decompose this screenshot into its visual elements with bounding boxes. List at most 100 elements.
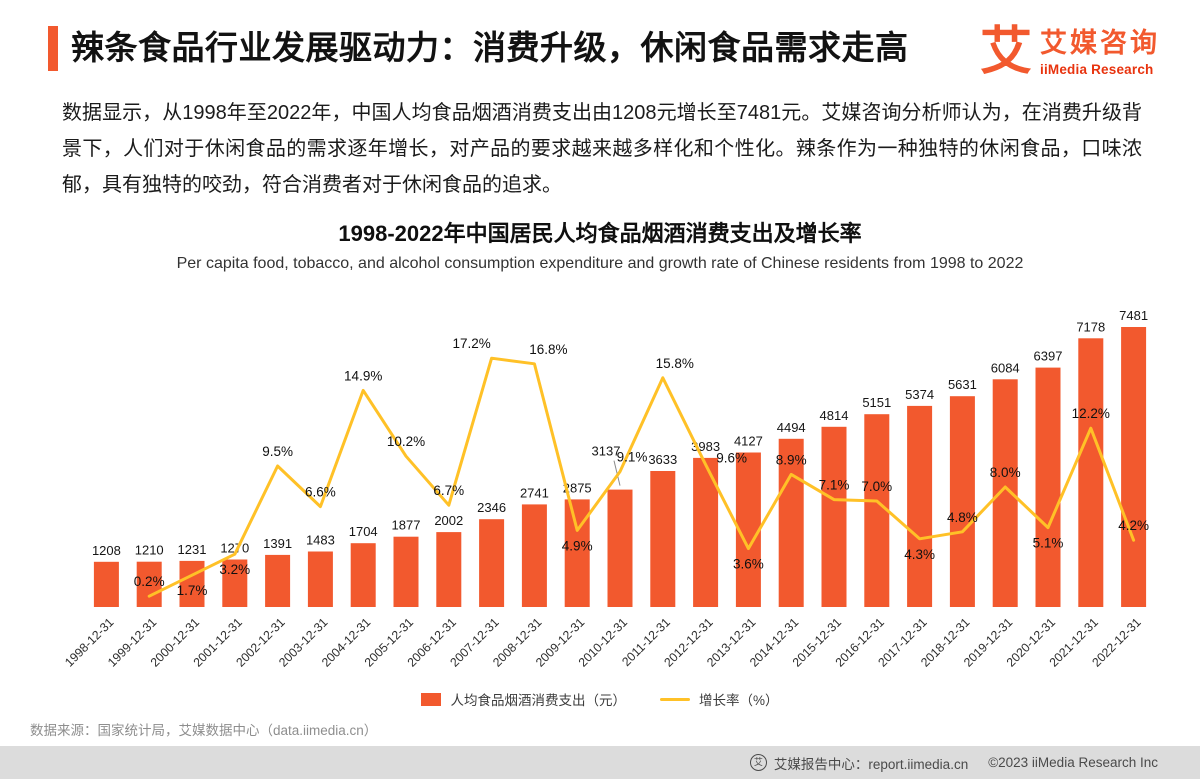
growth-value-label: 7.0%	[861, 479, 892, 494]
growth-value-label: 8.9%	[776, 453, 807, 468]
iimedia-badge-icon: 艾	[749, 754, 767, 771]
expenditure-bar	[992, 379, 1018, 608]
expenditure-bar	[93, 562, 119, 608]
bar-value-label: 4127	[734, 434, 763, 449]
bar-value-label: 4494	[777, 420, 806, 435]
growth-value-label: 14.9%	[344, 369, 382, 384]
growth-value-label: 3.6%	[733, 557, 764, 572]
growth-value-label: 4.8%	[947, 510, 978, 525]
expenditure-bar	[1121, 327, 1147, 608]
chart-legend: 人均食品烟酒消费支出（元） 增长率（%）	[0, 689, 1200, 709]
expenditure-bar	[607, 489, 633, 608]
growth-value-label: 7.1%	[819, 478, 850, 493]
expenditure-bar	[307, 551, 333, 608]
page-title: 辣条食品行业发展驱动力：消费升级，休闲食品需求走高	[71, 29, 909, 66]
bar-value-label: 1391	[263, 536, 292, 551]
growth-value-label: 12.2%	[1072, 407, 1110, 422]
expenditure-bar	[479, 519, 505, 608]
bar-value-label: 2002	[434, 513, 463, 528]
bar-value-label: 7481	[1119, 308, 1148, 323]
bar-value-label: 6397	[1034, 349, 1063, 364]
expenditure-bar	[521, 504, 547, 608]
bar-value-label: 1231	[178, 542, 207, 557]
bar-legend-swatch	[421, 692, 442, 706]
intro-paragraph: 数据显示，从1998年至2022年，中国人均食品烟酒消费支出由1208元增长至7…	[62, 102, 1142, 197]
growth-value-label: 3.2%	[219, 563, 250, 578]
growth-value-label: 9.5%	[262, 444, 293, 459]
expenditure-bar	[949, 396, 975, 608]
bar-value-label: 3633	[648, 452, 677, 467]
legend-item-growth: 增长率（%）	[659, 689, 779, 709]
line-legend-swatch	[659, 697, 690, 701]
chart-title: 1998-2022年中国居民人均食品烟酒消费支出及增长率	[338, 221, 862, 247]
expenditure-bar	[1078, 338, 1104, 608]
expenditure-bar	[179, 561, 205, 608]
expenditure-bar	[864, 414, 890, 608]
bar-value-label: 1270	[220, 541, 249, 556]
bar-value-label: 5151	[862, 396, 891, 411]
source-note: 数据来源：国家统计局，艾媒数据中心（data.iimedia.cn）	[30, 723, 378, 739]
legend-item-expenditure: 人均食品烟酒消费支出（元）	[421, 689, 626, 709]
logo-name-cn: 艾媒咨询	[1040, 27, 1160, 58]
growth-value-label: 9.1%	[617, 450, 648, 465]
bar-value-label: 1208	[92, 543, 121, 558]
growth-value-label: 6.6%	[305, 485, 336, 500]
expenditure-bar	[350, 543, 376, 608]
growth-value-label: 8.0%	[990, 465, 1021, 480]
copyright-text: ©2023 iiMedia Research Inc	[988, 755, 1158, 770]
expenditure-bar	[393, 537, 419, 608]
bar-value-label: 1483	[306, 533, 335, 548]
growth-value-label: 4.3%	[904, 547, 935, 562]
bar-value-label: 4814	[820, 408, 849, 423]
expenditure-bar	[436, 532, 462, 608]
growth-value-label: 4.2%	[1118, 519, 1149, 534]
bar-value-label: 5631	[948, 378, 977, 393]
chart-subtitle: Per capita food, tobacco, and alcohol co…	[176, 255, 1024, 273]
expenditure-bar	[265, 555, 291, 608]
growth-value-label: 6.7%	[433, 484, 464, 499]
growth-value-label: 1.7%	[177, 584, 208, 599]
bar-value-label: 2346	[477, 501, 506, 516]
iimedia-logo-icon: 艾	[979, 23, 1032, 81]
footer-report-center: 艾 艾媒报告中心：report.iimedia.cn	[749, 753, 969, 773]
footer-bar: 艾 艾媒报告中心：report.iimedia.cn ©2023 iiMedia…	[0, 746, 1200, 779]
bar-legend-label: 人均食品烟酒消费支出（元）	[450, 693, 626, 709]
expenditure-bar	[778, 439, 804, 608]
growth-rate-line	[147, 357, 1136, 599]
title-accent-bar	[48, 26, 58, 71]
expenditure-bar	[222, 559, 248, 608]
bar-value-label: 5374	[905, 387, 934, 402]
chart-section: 1998-2022年中国居民人均食品烟酒消费支出及增长率 Per capita …	[0, 219, 1200, 709]
bar-value-label: 1210	[135, 543, 164, 558]
report-center-text: 艾媒报告中心：report.iimedia.cn	[773, 756, 969, 772]
header: 辣条食品行业发展驱动力：消费升级，休闲食品需求走高 艾 艾媒咨询 iiMedia…	[0, 0, 1200, 81]
expenditure-bar	[650, 471, 676, 608]
growth-value-label: 9.6%	[716, 451, 747, 466]
combo-chart-svg: 12081998-12-3112101999-12-3112312000-12-…	[62, 308, 1149, 670]
growth-value-label: 15.8%	[656, 356, 694, 371]
growth-value-label: 10.2%	[387, 435, 425, 450]
expenditure-bar	[136, 562, 162, 608]
expenditure-bar	[907, 406, 933, 608]
growth-value-label: 16.8%	[529, 342, 567, 357]
bar-value-label: 1877	[392, 518, 421, 533]
bar-value-label: 1704	[349, 525, 378, 540]
line-legend-label: 增长率（%）	[698, 693, 779, 709]
growth-value-label: 4.9%	[562, 539, 593, 554]
growth-value-label: 17.2%	[452, 337, 490, 352]
growth-value-label: 5.1%	[1033, 536, 1064, 551]
expenditure-bar	[1035, 367, 1061, 608]
title-block: 辣条食品行业发展驱动力：消费升级，休闲食品需求走高	[48, 26, 909, 71]
brand-logo: 艾 艾媒咨询 iiMedia Research	[979, 23, 1160, 81]
logo-text: 艾媒咨询 iiMedia Research	[1040, 27, 1160, 77]
bar-value-label: 2875	[563, 481, 592, 496]
logo-name-en: iiMedia Research	[1040, 61, 1154, 77]
label-leader-line	[613, 460, 621, 487]
expenditure-bar	[821, 427, 847, 608]
bar-value-label: 2741	[520, 486, 549, 501]
bar-value-label: 7178	[1076, 320, 1105, 335]
bar-value-label: 6084	[991, 361, 1020, 376]
growth-value-label: 0.2%	[134, 575, 165, 590]
bar-value-label: 3137	[592, 444, 621, 459]
